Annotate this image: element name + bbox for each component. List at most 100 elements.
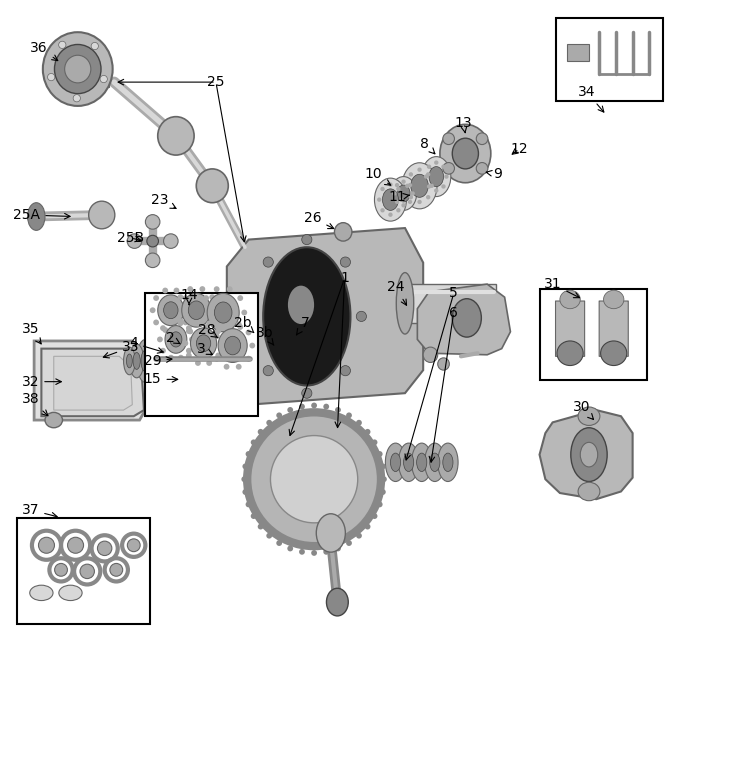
- Circle shape: [237, 324, 243, 330]
- Ellipse shape: [264, 247, 350, 386]
- Circle shape: [214, 329, 220, 335]
- Ellipse shape: [391, 177, 417, 210]
- Circle shape: [162, 288, 168, 294]
- Text: 35: 35: [22, 322, 41, 344]
- Ellipse shape: [207, 293, 239, 332]
- Circle shape: [418, 167, 422, 172]
- Circle shape: [178, 318, 184, 324]
- Circle shape: [242, 476, 247, 482]
- Text: 31: 31: [544, 277, 580, 298]
- Ellipse shape: [560, 290, 580, 308]
- Polygon shape: [539, 410, 633, 499]
- Text: 14: 14: [180, 288, 198, 305]
- Ellipse shape: [88, 201, 115, 229]
- Circle shape: [380, 463, 385, 470]
- Ellipse shape: [215, 302, 232, 323]
- Ellipse shape: [580, 443, 598, 467]
- Circle shape: [186, 352, 192, 359]
- Ellipse shape: [396, 273, 414, 334]
- Text: 12: 12: [510, 142, 528, 156]
- Ellipse shape: [571, 428, 607, 482]
- Circle shape: [377, 451, 383, 457]
- Ellipse shape: [288, 285, 314, 324]
- Polygon shape: [42, 348, 144, 416]
- Circle shape: [402, 180, 406, 183]
- Ellipse shape: [429, 167, 444, 187]
- Ellipse shape: [423, 347, 438, 362]
- Circle shape: [100, 76, 107, 82]
- Circle shape: [177, 321, 183, 326]
- Circle shape: [392, 191, 396, 196]
- Ellipse shape: [438, 443, 458, 482]
- Ellipse shape: [126, 354, 132, 368]
- Ellipse shape: [129, 344, 144, 378]
- Circle shape: [258, 524, 264, 530]
- Text: 28: 28: [198, 323, 218, 338]
- Circle shape: [418, 200, 422, 204]
- Bar: [556, 19, 663, 101]
- Circle shape: [214, 286, 220, 292]
- Ellipse shape: [55, 45, 101, 93]
- Circle shape: [215, 352, 221, 359]
- Ellipse shape: [412, 443, 432, 482]
- Ellipse shape: [399, 443, 419, 482]
- Circle shape: [409, 195, 413, 200]
- Ellipse shape: [578, 407, 600, 426]
- Circle shape: [356, 311, 366, 322]
- Ellipse shape: [169, 342, 220, 396]
- Circle shape: [164, 234, 178, 248]
- Text: 3: 3: [197, 342, 212, 355]
- Circle shape: [145, 214, 160, 229]
- Text: 6: 6: [449, 305, 458, 319]
- Ellipse shape: [334, 223, 352, 241]
- Circle shape: [110, 564, 123, 576]
- Circle shape: [380, 187, 385, 191]
- Text: 25A: 25A: [13, 208, 70, 222]
- Circle shape: [242, 310, 247, 315]
- Circle shape: [250, 439, 256, 445]
- Circle shape: [258, 429, 264, 435]
- Circle shape: [340, 257, 350, 268]
- Circle shape: [445, 174, 449, 179]
- Ellipse shape: [65, 56, 91, 82]
- Circle shape: [177, 295, 183, 300]
- Circle shape: [434, 188, 439, 193]
- Circle shape: [236, 364, 242, 369]
- Ellipse shape: [385, 443, 406, 482]
- Text: 29: 29: [144, 354, 172, 368]
- Circle shape: [223, 322, 229, 327]
- Ellipse shape: [30, 585, 53, 601]
- Ellipse shape: [438, 358, 450, 370]
- Text: 15: 15: [144, 372, 177, 386]
- Ellipse shape: [411, 174, 429, 197]
- Text: 7: 7: [296, 315, 310, 335]
- Text: 24: 24: [387, 280, 407, 305]
- Ellipse shape: [225, 336, 241, 355]
- Circle shape: [443, 163, 455, 174]
- Circle shape: [127, 539, 140, 552]
- Circle shape: [237, 295, 243, 301]
- Ellipse shape: [182, 293, 211, 327]
- Text: 36: 36: [31, 41, 58, 61]
- Circle shape: [245, 329, 251, 335]
- Circle shape: [186, 308, 192, 313]
- Circle shape: [214, 355, 220, 362]
- Ellipse shape: [188, 301, 204, 319]
- Circle shape: [288, 546, 293, 551]
- Circle shape: [188, 328, 193, 335]
- Circle shape: [160, 348, 166, 354]
- Circle shape: [147, 235, 158, 247]
- Ellipse shape: [59, 585, 82, 601]
- Bar: [539, 289, 648, 380]
- Circle shape: [346, 540, 352, 546]
- Ellipse shape: [196, 335, 211, 352]
- Circle shape: [395, 200, 399, 204]
- Ellipse shape: [383, 189, 399, 210]
- Text: 11: 11: [389, 190, 410, 204]
- Circle shape: [39, 537, 55, 554]
- Ellipse shape: [141, 350, 150, 372]
- Text: 37: 37: [22, 503, 57, 518]
- Ellipse shape: [123, 347, 135, 375]
- Circle shape: [396, 187, 401, 191]
- Text: 13: 13: [454, 116, 472, 133]
